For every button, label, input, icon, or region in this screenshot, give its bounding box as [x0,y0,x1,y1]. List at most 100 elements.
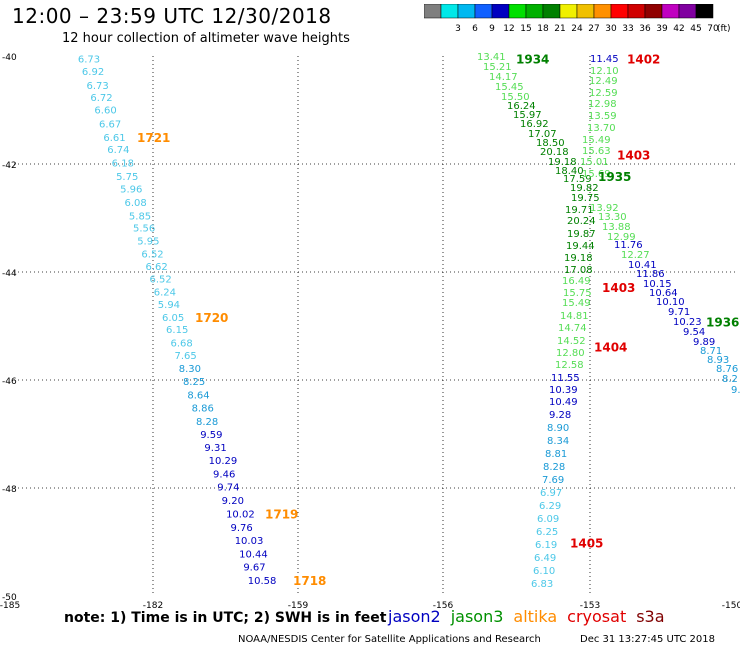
swh-value: 10.49 [549,397,578,408]
scale-label: 45 [690,24,701,34]
swh-value: 15.50 [501,92,530,103]
swh-value: 7.65 [175,351,197,362]
swh-value: 8.71 [700,346,722,357]
swh-value: 10.64 [649,288,678,299]
swh-value: 6.61 [103,133,125,144]
swh-value: 6.15 [166,325,188,336]
swh-value: 13.92 [590,203,619,214]
swh-value: 9.54 [683,327,705,338]
swh-value: 15.97 [513,110,542,121]
swh-value: 15.01 [580,157,609,168]
swh-value: 5.94 [158,300,180,311]
swh-value: 14.52 [557,336,586,347]
swh-value: 6.05 [162,313,184,324]
swh-value: 13.59 [588,111,617,122]
swh-value: 17.08 [564,265,593,276]
swh-value: 11.86 [636,269,665,280]
swh-value: 8.28 [543,462,565,473]
scale-label: 18 [537,24,549,34]
swh-value: 10.10 [656,297,685,308]
pass-time-label: 1402 [627,53,660,67]
swh-value: 6.29 [539,501,561,512]
wave-height-map: -40 -42 -44 -46 -48 -50-185 -182 -159 -156 -153 -1… [0,52,740,610]
swh-value: 19.18 [548,157,577,168]
swh-value: 10.15 [643,279,672,290]
pass-time-label: 1404 [594,341,627,355]
swh-value: 9.74 [217,482,239,493]
swh-value: 8.34 [547,436,569,447]
pass-time-label: 1718 [293,574,326,588]
swh-value: 8.93 [707,355,729,366]
pass-time-label: 1721 [137,131,170,145]
swh-value: 15.69 [582,169,611,180]
scale-label: 39 [656,24,668,34]
swh-value: 13.70 [587,123,616,134]
swh-value: 9.28 [549,410,571,421]
lon-label: -156 [433,601,454,610]
swh-value: 8.81 [545,449,567,460]
scale-label: 70 [707,24,719,34]
swh-value: 6.08 [125,198,147,209]
scale-label: 24 [571,24,583,34]
swh-value: 6.25 [536,527,558,538]
swh-value: 6.73 [87,81,109,92]
swh-value: 9.59 [200,430,222,441]
swh-value: 14.74 [558,323,587,334]
swh-value: 19.82 [570,183,599,194]
swh-value: 9.67 [243,562,265,573]
swh-value: 6.09 [537,514,559,525]
swh-value: 13.88 [602,222,631,233]
timestamp: Dec 31 13:27:45 UTC 2018 [580,634,715,645]
lat-label: -42 [2,161,17,171]
scale-label: 21 [554,24,565,34]
swh-value: 8.86 [192,404,214,415]
swh-value: 8.2 [722,374,738,385]
credit-line: NOAA/NESDIS Center for Satellite Applica… [238,634,541,645]
swh-value: 11.76 [614,240,643,251]
swh-value: 10.39 [549,385,578,396]
swh-value: 6.10 [533,566,555,577]
swh-value: 6.72 [90,93,112,104]
swh-value: 12.58 [555,360,584,371]
scale-label: 27 [588,24,599,34]
swh-value: 6.18 [112,158,134,169]
swh-value: 19.75 [571,193,600,204]
pass-time-label: 1403 [602,281,635,295]
legend-s3a: s3a [636,607,665,626]
pass-time-label: 1934 [516,53,549,67]
swh-value: 9.89 [693,337,715,348]
legend-jason2: jason2 [388,607,441,626]
swh-value: 9.71 [668,307,690,318]
lat-label: -40 [2,53,17,63]
scale-label: 3 [455,24,461,34]
satellite-legend: jason2 jason3 altika cryosat s3a [388,607,675,626]
swh-value: 14.17 [489,72,518,83]
lat-label: -44 [2,269,17,279]
scale-label: 6 [472,24,478,34]
swh-value: 6.62 [145,262,167,273]
color-scale-legend: 3 6 9 12 15 18 21 24 27 30 33 36 39 42 45 70(ft) [424,4,731,34]
swh-value: 13.41 [477,52,506,63]
swh-value: 12.99 [607,232,636,243]
swh-value: 8.28 [196,417,218,428]
swh-value: 8.90 [547,423,569,434]
lat-label: -50 [2,593,17,603]
swh-value: 19.44 [566,241,595,252]
lon-label: -150 [722,601,740,610]
legend-cryosat: cryosat [567,607,627,626]
swh-value: 12.80 [556,348,585,359]
pass-time-label: 1719 [265,507,298,521]
scale-label: 9 [489,24,495,34]
swh-value: 17.59 [563,174,592,185]
swh-value: 5.56 [133,224,155,235]
swh-value: 19.87 [567,229,596,240]
lon-label: -159 [288,601,309,610]
swh-value: 12.98 [588,99,617,110]
swh-value: 12.27 [621,250,650,261]
swh-value: 9.76 [230,523,252,534]
swh-value: 8.30 [179,364,201,375]
swh-value: 8.76 [716,364,738,375]
scale-label: 36 [639,24,651,34]
swh-value: 6.68 [170,339,192,350]
swh-value: 19.71 [565,205,594,216]
